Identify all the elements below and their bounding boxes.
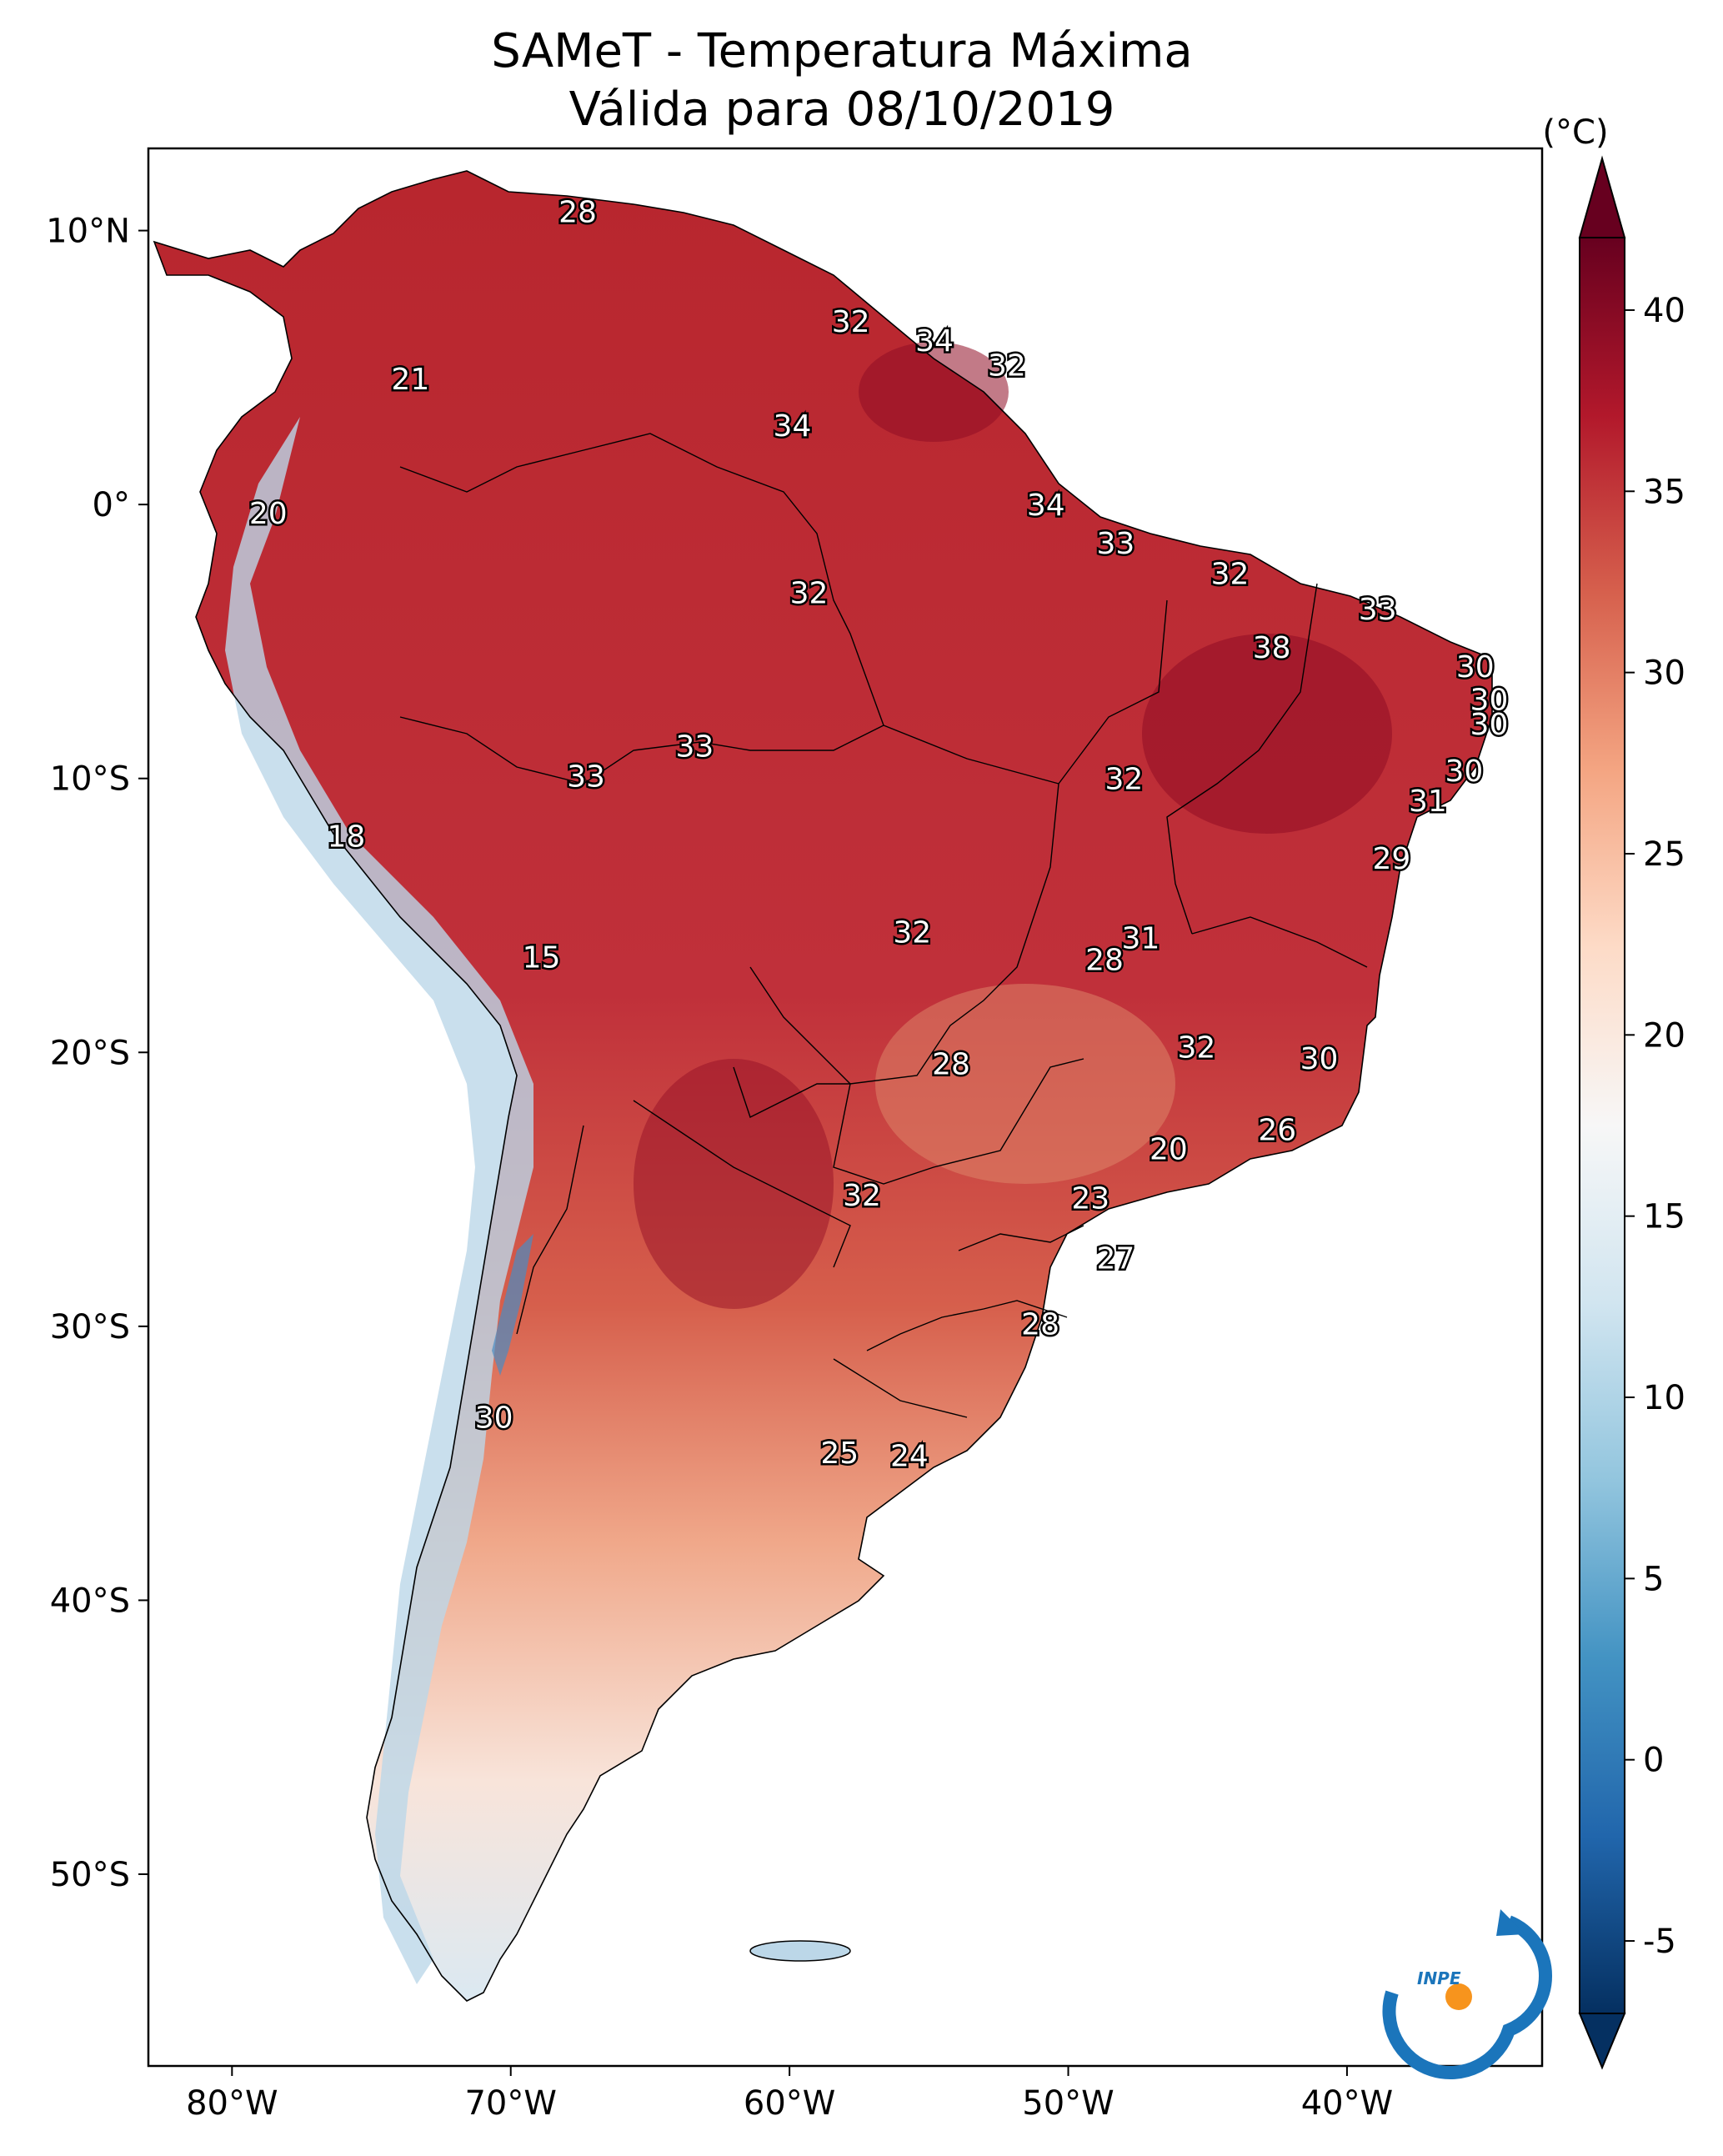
lat-tick-label: 20°S (50, 1034, 130, 1072)
station-temperature-label: 28 (1021, 1308, 1059, 1342)
lon-tick-label: 40°W (1301, 2084, 1393, 2123)
station-temperature-label: 29 (1373, 842, 1411, 876)
latitude-axis: 10°N 0° 10°S 20°S 30°S 40°S 50°S (46, 213, 148, 1894)
station-temperature-label: 24 (890, 1439, 929, 1473)
station-temperature-label: 31 (1409, 785, 1447, 819)
station-temperature-label: 21 (391, 363, 429, 397)
lat-tick-label: 0° (93, 486, 130, 524)
station-temperature-label: 34 (915, 324, 954, 358)
colorbar-tick-label: 30 (1643, 654, 1685, 693)
station-temperature-label: 30 (1470, 708, 1509, 742)
map-title-line2: Válida para 08/10/2019 (569, 83, 1115, 137)
hot-core-northeast (1142, 634, 1392, 834)
station-temperature-label: 15 (523, 940, 561, 975)
colorbar-tick-label: 40 (1643, 292, 1685, 330)
lon-tick-label: 60°W (744, 2084, 835, 2123)
inpe-logo-arrow (1496, 1909, 1525, 1936)
station-temperature-label: 28 (932, 1047, 970, 1081)
inpe-logo-dot (1445, 1983, 1472, 2010)
station-temperature-label: 38 (1253, 631, 1291, 665)
longitude-axis: 80°W 70°W 60°W 50°W 40°W (186, 2066, 1393, 2123)
hot-core-chaco (634, 1059, 834, 1309)
andes-cold-band (225, 417, 533, 1984)
station-temperature-label: 32 (843, 1179, 881, 1213)
falkland-islands (749, 1940, 851, 1962)
inpe-logo-arc (1382, 1915, 1553, 2080)
hot-core-north (859, 342, 1009, 442)
colorbar-tick-label: 35 (1643, 473, 1685, 511)
station-temperature-label: 34 (774, 409, 812, 444)
colorbar-tick-label: 20 (1643, 1016, 1685, 1055)
station-temperature-label: 23 (1071, 1181, 1109, 1216)
station-temperature-label: 33 (1096, 527, 1134, 561)
lon-tick-label: 80°W (186, 2084, 278, 2123)
colorbar-tick-label: 0 (1643, 1742, 1664, 1780)
station-temperature-label: 33 (676, 730, 714, 764)
colorbar-unit: (°C) (1542, 113, 1608, 152)
station-temperature-label: 32 (988, 349, 1026, 384)
inpe-logo-text: INPE (1417, 1968, 1461, 1988)
station-temperature-label: 31 (1122, 921, 1160, 955)
station-temperature-label: 30 (1445, 755, 1483, 789)
map-frame (147, 147, 1544, 2068)
station-temperature-label: 32 (1177, 1031, 1215, 1065)
colorbar-tick-label: -5 (1643, 1923, 1676, 1961)
map-area (148, 148, 1542, 2066)
lat-tick-label: 40°S (50, 1582, 130, 1620)
station-temperature-label: 34 (1027, 489, 1065, 523)
station-temperature-label: 27 (1096, 1242, 1134, 1276)
station-temperature-label: 28 (558, 196, 597, 230)
colorbar-top-extension (1578, 155, 1626, 238)
lat-tick-label: 10°S (50, 760, 130, 799)
station-temperature-label: 30 (1300, 1042, 1339, 1076)
inpe-logo: INPE (1382, 1909, 1553, 2080)
station-temperature-label: 32 (832, 305, 870, 339)
station-temperature-label: 32 (1104, 763, 1143, 797)
colorbar-ticks: 40 35 30 25 20 15 10 5 0 -5 (1625, 292, 1685, 1961)
station-temperature-label: 18 (328, 820, 366, 855)
lon-tick-label: 50°W (1022, 2084, 1114, 2123)
station-temperature-label: 28 (1085, 944, 1124, 978)
colorbar-tick-label: 5 (1643, 1560, 1664, 1598)
lat-tick-label: 30°S (50, 1308, 130, 1346)
coastline (153, 170, 1493, 2002)
station-temperature-label: 32 (1211, 557, 1250, 591)
station-temperature-label: 26 (1258, 1113, 1296, 1147)
station-temperature-label: 20 (249, 497, 288, 531)
colorbar-tick-label: 25 (1643, 835, 1685, 874)
colorbar-tick-label: 10 (1643, 1379, 1685, 1417)
land-temperature-field (154, 171, 1492, 2001)
station-temperature-label: 30 (475, 1401, 513, 1435)
state-borders (399, 433, 1368, 1418)
station-temperature-label: 33 (1359, 593, 1397, 627)
station-temperature-label: 33 (567, 760, 605, 794)
lon-tick-label: 70°W (464, 2084, 556, 2123)
lat-tick-label: 50°S (50, 1856, 130, 1894)
station-temperature-label: 30 (1456, 650, 1495, 684)
colorbar: (°C) 40 35 30 25 20 15 10 5 0 -5 (1542, 113, 1685, 2070)
colorbar-body (1579, 237, 1625, 2014)
colorbar-tick-label: 15 (1643, 1198, 1685, 1236)
map-title-line1: SAMeT - Temperatura Máxima (491, 24, 1193, 78)
station-temperature-label: 32 (893, 916, 931, 950)
andes-deep-cold (492, 1234, 533, 1376)
cool-southeast (875, 984, 1175, 1184)
station-temperature-label: 32 (790, 576, 829, 610)
station-temperature-label: 20 (1150, 1132, 1188, 1166)
colorbar-bottom-extension (1578, 2013, 1626, 2070)
lat-tick-label: 10°N (46, 213, 130, 251)
station-temperature-label: 30 (1470, 683, 1509, 717)
station-temperature-label: 25 (820, 1436, 859, 1471)
